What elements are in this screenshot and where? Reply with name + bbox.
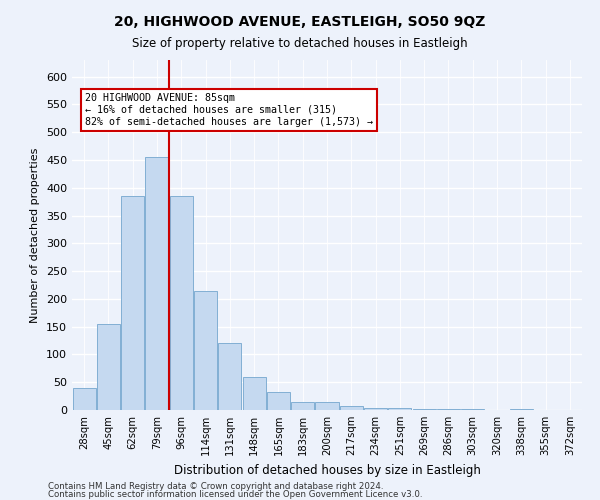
Bar [340,406,363,410]
Bar [121,196,144,410]
Bar [73,388,95,410]
X-axis label: Distribution of detached houses by size in Eastleigh: Distribution of detached houses by size … [173,464,481,476]
Bar [194,290,217,410]
Text: 20, HIGHWOOD AVENUE, EASTLEIGH, SO50 9QZ: 20, HIGHWOOD AVENUE, EASTLEIGH, SO50 9QZ [115,15,485,29]
Bar [97,324,120,410]
Bar [170,196,193,410]
Bar [267,392,290,410]
Bar [145,157,169,410]
Text: 20 HIGHWOOD AVENUE: 85sqm
← 16% of detached houses are smaller (315)
82% of semi: 20 HIGHWOOD AVENUE: 85sqm ← 16% of detac… [85,94,373,126]
Text: Size of property relative to detached houses in Eastleigh: Size of property relative to detached ho… [132,38,468,51]
Y-axis label: Number of detached properties: Number of detached properties [31,148,40,322]
Bar [364,408,387,410]
Bar [291,402,314,410]
Bar [316,402,338,410]
Text: Contains HM Land Registry data © Crown copyright and database right 2024.: Contains HM Land Registry data © Crown c… [48,482,383,491]
Bar [388,408,412,410]
Bar [218,344,241,410]
Bar [242,376,266,410]
Bar [413,409,436,410]
Text: Contains public sector information licensed under the Open Government Licence v3: Contains public sector information licen… [48,490,422,499]
